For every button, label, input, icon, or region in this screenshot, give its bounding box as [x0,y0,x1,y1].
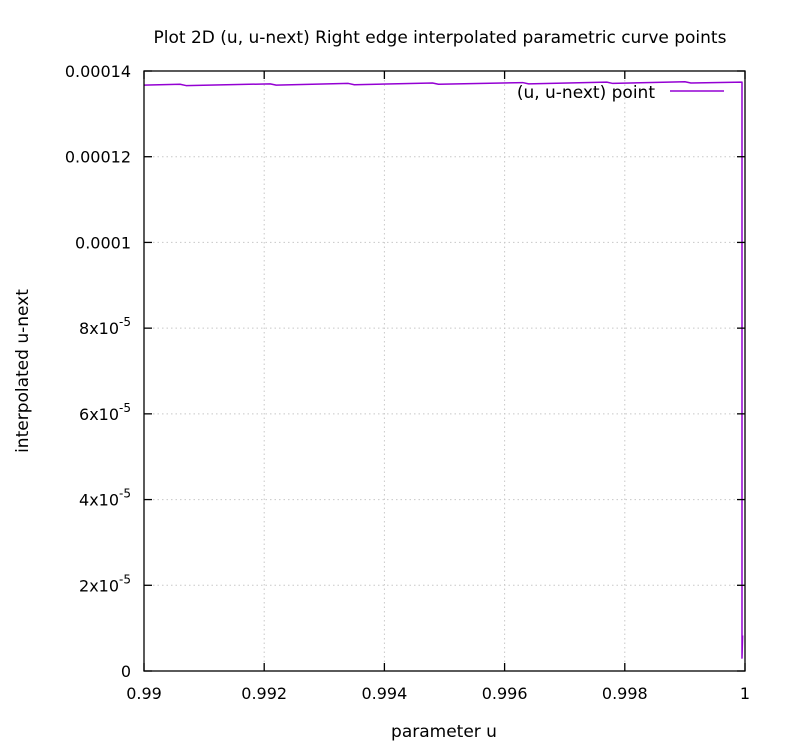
series-layer [143,80,744,659]
y-tick-labels: 0 2x10-5 4x10-5 6x10-5 8x10-5 0.0001 0.00012 0.… [65,62,131,681]
legend: (u, u-next) point [517,83,724,103]
grid [144,71,745,671]
chart-title: Plot 2D (u, u-next) Right edge interpola… [154,28,727,48]
y-tick-label: 0.0001 [75,233,131,252]
y-tick-label: 6x10-5 [79,401,131,424]
x-tick-labels: 0.99 0.992 0.994 0.996 0.998 1 [126,684,750,703]
y-tick-label: 2x10-5 [79,572,131,595]
y-tick-label: 0 [121,662,131,681]
x-tick-label: 0.994 [361,684,407,703]
y-tick-label: 0.00012 [65,148,131,167]
x-tick-label: 0.992 [241,684,287,703]
y-tick-label: 0.00014 [65,62,131,81]
x-axis-label: parameter u [391,722,497,742]
x-tick-label: 0.998 [602,684,648,703]
legend-label: (u, u-next) point [517,83,656,103]
ticks [143,70,746,672]
plot-frame [143,70,746,672]
y-axis-label: interpolated u-next [13,289,33,453]
y-tick-label: 4x10-5 [79,487,131,510]
y-tick-label: 8x10-5 [79,315,131,338]
series-line [143,80,744,659]
x-tick-label: 0.996 [482,684,528,703]
x-tick-label: 1 [740,684,750,703]
x-tick-label: 0.99 [126,684,162,703]
